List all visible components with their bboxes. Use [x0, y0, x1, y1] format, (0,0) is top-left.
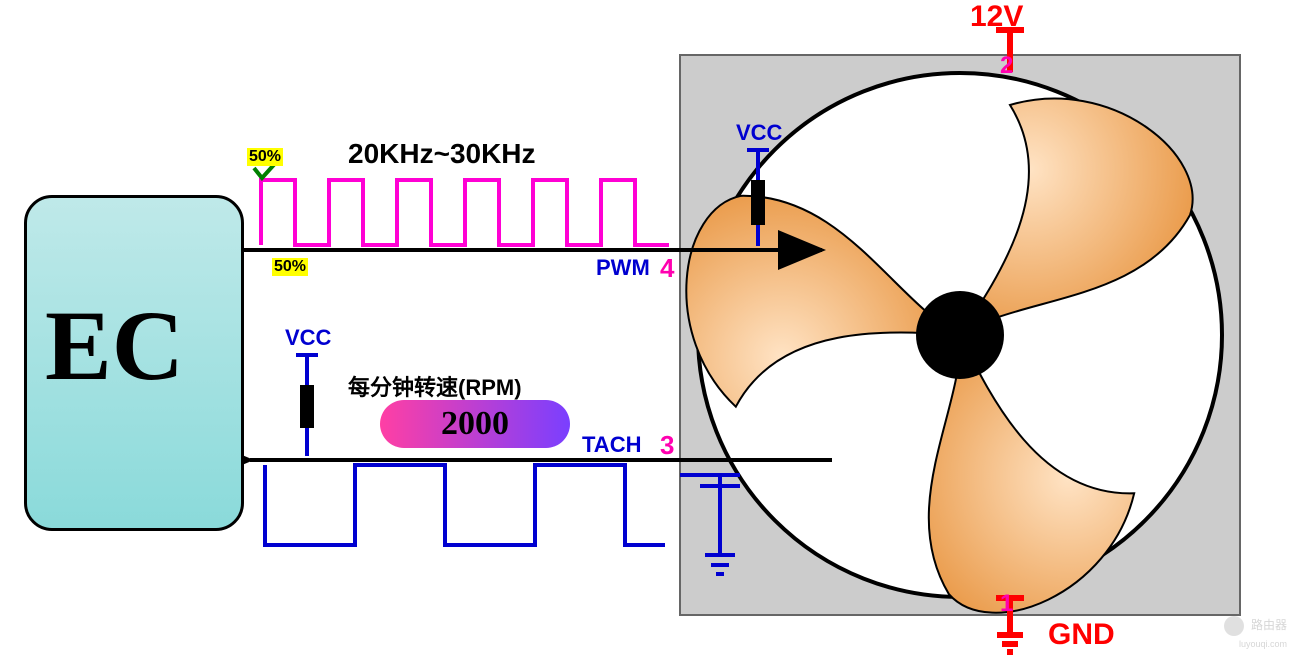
duty-top-label: 50% [247, 148, 283, 166]
rpm-value: 2000 [441, 405, 509, 443]
diagram-root: { "canvas":{"w":1297,"h":656,"bg":"#ffff… [0, 0, 1297, 656]
fan-hub [916, 291, 1004, 379]
vcc-label-pwm: VCC [736, 120, 782, 146]
ec-chip: EC [24, 195, 244, 531]
rpm-value-pill: 2000 [380, 400, 570, 448]
vcc-label-tach: VCC [285, 325, 331, 351]
ec-label: EC [45, 288, 184, 403]
rpm-title: 每分钟转速(RPM) [348, 370, 522, 402]
tach-pin-num: 3 [660, 430, 674, 461]
pin1-num: 1 [1000, 590, 1013, 618]
tach-waveform [265, 465, 665, 545]
pwm-pin-num: 4 [660, 253, 674, 284]
pwm-pin-name: PWM [596, 255, 650, 281]
pwm-waveform [261, 180, 669, 245]
watermark-text: 路由器 [1251, 618, 1287, 632]
pin2-num: 2 [1000, 52, 1013, 80]
pin2-label: 12V [970, 0, 1023, 34]
vcc-pullup-tach [296, 355, 318, 456]
pin1-label: GND [1048, 618, 1115, 652]
pwm-freq-label: 20KHz~30KHz [348, 138, 536, 170]
tach-pin-name: TACH [582, 432, 641, 458]
watermark-sub: luyouqi.com [1239, 639, 1287, 649]
duty-bottom-label: 50% [272, 258, 308, 276]
watermark: 路由器 luyouqi.com [1224, 616, 1287, 650]
